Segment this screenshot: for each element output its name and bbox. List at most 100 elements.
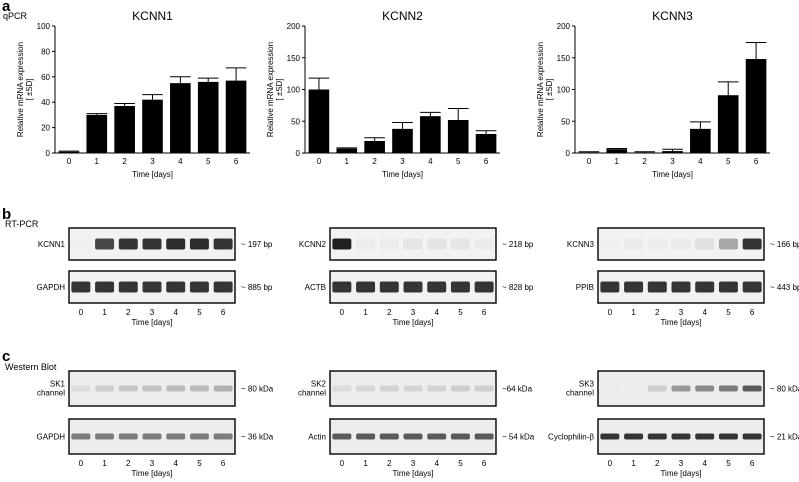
target-band-lane-1: [624, 238, 644, 250]
control-size-label: ~ 828 bp: [502, 283, 534, 292]
x-tick-label: 5: [726, 157, 731, 166]
control-label: Actin: [308, 433, 326, 442]
y-tick-label: 100: [37, 22, 51, 31]
x-axis-label: Time [days]: [652, 170, 693, 179]
bar-day-3: [662, 151, 683, 153]
control-band-lane-1: [624, 433, 644, 440]
y-tick-label: 50: [291, 117, 300, 126]
lane-label: 1: [631, 308, 636, 317]
panel-a-letter: a: [2, 0, 11, 15]
y-tick-label: 200: [287, 22, 301, 31]
lane-label: 0: [340, 308, 345, 317]
lane-label: 1: [363, 459, 368, 468]
lane-axis-label: Time [days]: [392, 469, 433, 478]
target-band-lane-4: [166, 238, 186, 250]
target-band-lane-2: [379, 385, 399, 392]
blot-column-kcnn2: KCNN2 ~ 218 bp ACTB ~ 828 bp 0 1 2 3 4 5 6 Time [da…: [299, 227, 534, 327]
target-band-lane-3: [142, 385, 162, 392]
target-band-lane-3: [403, 238, 423, 250]
y-axis-label: Relative mRNA expression[ ±SD]: [16, 42, 34, 137]
y-tick-label: 60: [41, 73, 50, 82]
control-band-lane-0: [332, 433, 352, 440]
target-band-lane-6: [474, 238, 494, 250]
target-label-line-2: channel: [566, 389, 594, 398]
target-band-lane-6: [213, 385, 233, 392]
target-band-lane-0: [332, 385, 352, 392]
control-blot: Actin ~ 54 kDa: [308, 418, 535, 455]
bar-day-5: [717, 95, 739, 153]
target-band-lane-6: [474, 385, 494, 392]
lane-axis-label: Time [days]: [660, 469, 701, 478]
bar-day-2: [114, 106, 135, 153]
control-band-lane-4: [166, 281, 186, 293]
lane-label: 5: [726, 459, 731, 468]
y-tick-label: 0: [296, 149, 301, 158]
target-blot: KCNN3 ~ 166 bp: [567, 227, 799, 261]
target-size-label: ~64 kDa: [502, 385, 533, 394]
y-axis-label-line-2: [ ±SD]: [25, 78, 34, 100]
control-band-lane-4: [695, 433, 715, 440]
control-size-label: ~ 36 kDa: [241, 433, 274, 442]
x-axis-label: Time [days]: [132, 170, 173, 179]
y-tick-label: 150: [557, 54, 571, 63]
control-size-label: ~ 21 kDa: [770, 433, 799, 442]
panel-c-letter: c: [2, 348, 10, 365]
target-band-lane-0: [71, 238, 91, 250]
lane-label: 6: [482, 308, 487, 317]
panel-b-letter: b: [2, 206, 11, 223]
lane-label: 0: [340, 459, 345, 468]
control-band-lane-3: [403, 281, 423, 293]
target-band-lane-4: [166, 385, 186, 392]
target-label: KCNN3: [567, 240, 595, 249]
target-band-lane-4: [427, 238, 447, 250]
y-tick-label: 50: [561, 117, 570, 126]
control-label: PPIB: [576, 283, 594, 292]
target-band-lane-1: [95, 238, 115, 250]
control-band-lane-6: [742, 281, 762, 293]
control-band-lane-4: [166, 433, 186, 440]
lane-label: 5: [197, 308, 202, 317]
target-label: KCNN1: [38, 240, 66, 249]
target-band-lane-6: [742, 238, 762, 250]
lane-label: 4: [434, 308, 439, 317]
lane-label: 5: [726, 308, 731, 317]
lane-label: 3: [679, 459, 684, 468]
lane-label: 0: [608, 308, 613, 317]
rt-pcr-blots: KCNN1 ~ 197 bp GAPDH ~ 885 bp 0 1 2 3 4 5 6 Time [d…: [37, 227, 799, 327]
lane-label: 4: [702, 308, 707, 317]
target-band-lane-2: [647, 385, 667, 392]
target-band-lane-2: [647, 238, 667, 250]
x-tick-label: 0: [67, 157, 72, 166]
control-band-lane-4: [695, 281, 715, 293]
lane-label: 0: [79, 459, 84, 468]
bar-day-0: [308, 89, 330, 153]
target-blot-frame: [329, 370, 497, 407]
lane-label: 6: [221, 308, 226, 317]
control-band-lane-6: [742, 433, 762, 440]
control-band-lane-2: [379, 281, 399, 293]
lane-label: 3: [150, 459, 155, 468]
lane-label: 4: [434, 459, 439, 468]
control-band-lane-5: [718, 433, 738, 440]
y-tick-label: 100: [287, 86, 301, 95]
bar-day-2: [634, 152, 655, 153]
x-tick-label: 1: [95, 157, 100, 166]
x-tick-label: 2: [642, 157, 647, 166]
x-tick-label: 6: [754, 157, 759, 166]
lane-label: 1: [631, 459, 636, 468]
control-label: GAPDH: [37, 283, 66, 292]
lane-label: 4: [173, 308, 178, 317]
x-tick-label: 1: [615, 157, 620, 166]
lane-axis-label: Time [days]: [131, 318, 172, 327]
target-band-lane-0: [600, 385, 620, 392]
lane-label: 4: [173, 459, 178, 468]
control-band-lane-0: [71, 281, 91, 293]
lane-label: 2: [387, 308, 392, 317]
lane-label: 3: [679, 308, 684, 317]
target-band-lane-0: [71, 385, 91, 392]
